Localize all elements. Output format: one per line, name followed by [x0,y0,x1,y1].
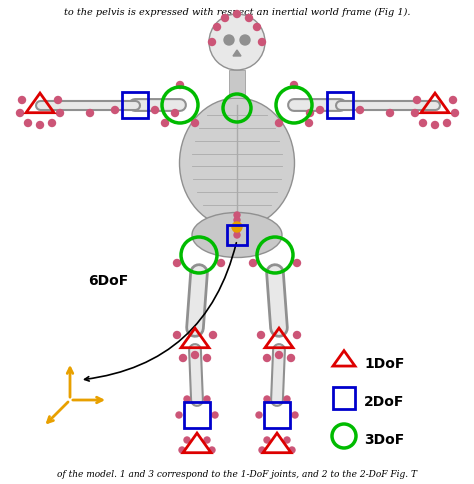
Circle shape [209,14,265,70]
Bar [264,402,290,428]
Circle shape [419,120,427,126]
Circle shape [411,109,419,117]
Circle shape [307,109,313,117]
FancyArrowPatch shape [47,402,68,423]
Text: 1DoF: 1DoF [364,357,404,371]
Polygon shape [233,50,241,56]
Circle shape [452,109,458,117]
Circle shape [218,259,225,267]
Text: to the pelvis is expressed with respect an inertial world frame (Fig 1).: to the pelvis is expressed with respect … [64,8,410,17]
Text: 3DoF: 3DoF [364,433,404,447]
Text: 6DoF: 6DoF [88,274,128,288]
Circle shape [191,351,199,359]
Circle shape [254,24,261,30]
Circle shape [234,217,240,223]
Circle shape [356,106,364,114]
Circle shape [240,35,250,45]
Circle shape [232,222,242,232]
Circle shape [184,437,190,443]
Bar [227,225,247,245]
Bar [333,387,355,409]
Circle shape [234,232,240,238]
Circle shape [55,96,62,104]
Circle shape [213,24,220,30]
Bar [122,92,148,118]
Text: of the model. 1 and 3 correspond to the 1-DoF joints, and 2 to the 2-DoF Fig. T: of the model. 1 and 3 correspond to the … [57,470,417,479]
Circle shape [291,81,298,89]
Circle shape [256,412,262,418]
Circle shape [173,332,181,338]
Circle shape [293,332,301,338]
Circle shape [431,121,438,128]
Circle shape [36,121,44,128]
Circle shape [275,351,283,359]
Circle shape [184,396,190,402]
Circle shape [289,447,295,453]
Circle shape [246,15,253,21]
Circle shape [18,96,26,104]
Circle shape [162,120,168,126]
FancyArrowPatch shape [84,242,237,381]
Circle shape [413,96,420,104]
Circle shape [179,447,185,453]
Circle shape [306,120,312,126]
Circle shape [284,437,290,443]
Circle shape [86,109,93,117]
Circle shape [258,39,265,45]
Circle shape [111,106,118,114]
Circle shape [176,81,183,89]
Circle shape [449,96,456,104]
Circle shape [259,447,265,453]
Circle shape [210,332,217,338]
Circle shape [292,412,298,418]
Circle shape [56,109,64,117]
Circle shape [48,120,55,126]
Circle shape [317,106,323,114]
Circle shape [284,396,290,402]
Circle shape [257,332,264,338]
Circle shape [264,396,270,402]
Ellipse shape [180,98,294,228]
Circle shape [204,437,210,443]
Circle shape [173,259,181,267]
Circle shape [234,227,240,233]
Circle shape [264,354,271,362]
Circle shape [25,120,31,126]
Circle shape [152,106,158,114]
Circle shape [180,354,186,362]
Circle shape [17,109,24,117]
Circle shape [288,354,294,362]
FancyArrowPatch shape [67,368,73,397]
FancyArrowPatch shape [73,397,102,403]
Circle shape [224,35,234,45]
Circle shape [293,259,301,267]
Circle shape [234,222,240,228]
Circle shape [203,354,210,362]
Circle shape [264,437,270,443]
Bar [184,402,210,428]
Circle shape [172,109,179,117]
Circle shape [275,120,283,126]
Circle shape [204,396,210,402]
Circle shape [234,11,240,17]
Bar [327,92,353,118]
Circle shape [191,120,199,126]
Circle shape [221,15,228,21]
Circle shape [209,447,215,453]
Bar [229,70,245,98]
Text: 2DoF: 2DoF [364,395,404,409]
Circle shape [212,412,218,418]
Circle shape [249,259,256,267]
Ellipse shape [192,212,282,257]
Circle shape [386,109,393,117]
Circle shape [234,212,240,218]
Circle shape [209,39,216,45]
Circle shape [444,120,450,126]
Circle shape [176,412,182,418]
